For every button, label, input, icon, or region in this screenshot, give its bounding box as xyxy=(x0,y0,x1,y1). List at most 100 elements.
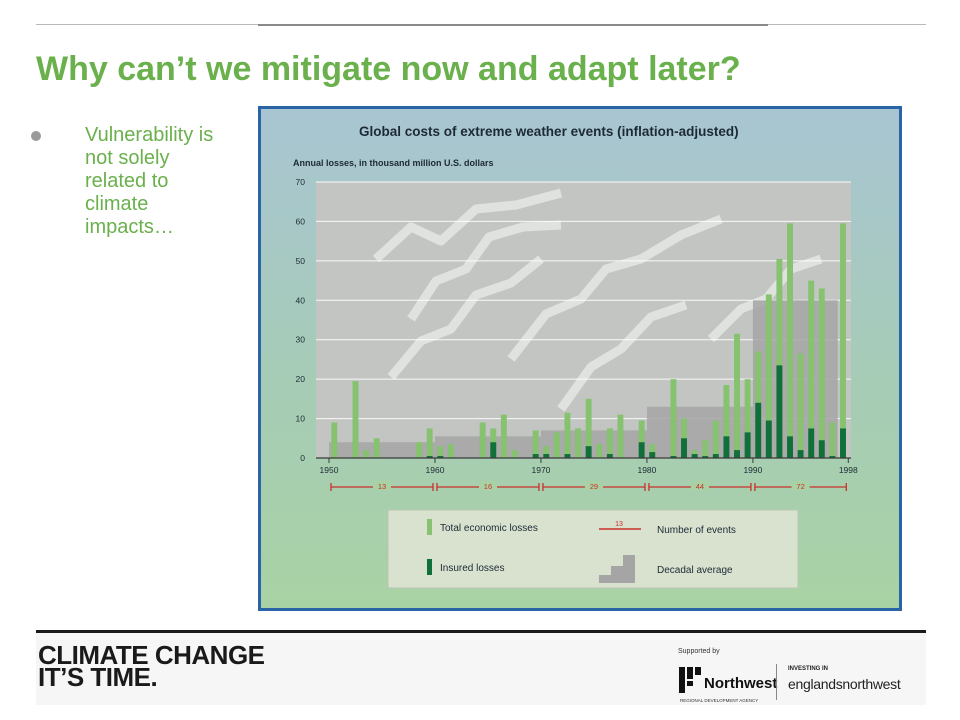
y-tick-label: 0 xyxy=(300,453,305,463)
total-loss-bar xyxy=(331,422,338,458)
total-loss-bar xyxy=(744,379,751,458)
axes: 0 10 20 30 40 50 60 70 1950 1960 1970 1980 1990 1998 xyxy=(296,177,858,475)
insured-loss-bar xyxy=(543,454,550,458)
events-count-label: 13 xyxy=(378,482,386,491)
lightning-streak xyxy=(372,188,563,263)
total-loss-bar xyxy=(702,440,709,458)
bullet-dot-icon xyxy=(31,131,41,141)
bar-series xyxy=(331,223,846,458)
x-tick-label: 1960 xyxy=(426,465,445,475)
insured-loss-bar xyxy=(744,432,751,458)
total-loss-bar xyxy=(363,450,370,458)
legend-box xyxy=(387,509,799,589)
agency-name: Northwest xyxy=(704,675,778,692)
insured-loss-bar xyxy=(829,456,836,458)
total-loss-bar xyxy=(649,444,656,458)
insured-loss-bar xyxy=(490,442,497,458)
events-count-label: 72 xyxy=(796,482,804,491)
total-loss-bar xyxy=(575,428,582,458)
total-loss-bar xyxy=(416,442,423,458)
slide-title: Why can’t we mitigate now and adapt late… xyxy=(36,50,741,88)
insured-loss-bar xyxy=(787,436,793,458)
y-axis-label: Annual losses, in thousand million U.S. … xyxy=(293,158,494,168)
y-tick-label: 30 xyxy=(296,335,306,345)
total-loss-bar xyxy=(797,353,804,458)
total-loss-bar xyxy=(776,258,783,458)
legend-events-sample: 13 xyxy=(615,521,623,528)
total-loss-bar xyxy=(829,422,836,458)
insured-loss-bar xyxy=(606,454,613,458)
insured-loss-bar xyxy=(840,428,846,458)
chart-title: Global costs of extreme weather events (… xyxy=(359,124,739,139)
x-tick-label: 1950 xyxy=(320,465,339,475)
chart-frame: Global costs of extreme weather events (… xyxy=(258,106,902,611)
total-loss-bar xyxy=(606,428,613,458)
insured-loss-bar xyxy=(564,454,571,458)
top-rule-accent xyxy=(258,24,768,26)
investing-label: INVESTING IN xyxy=(788,666,829,672)
number-of-events-ranges: 13 16 29 44 72 xyxy=(330,481,847,491)
events-count-bg xyxy=(690,481,709,490)
insured-loss-bar xyxy=(437,456,444,458)
insured-loss-bar xyxy=(776,365,783,458)
total-loss-bar xyxy=(511,450,518,458)
agency-subtitle: REGIONAL DEVELOPMENT AGENCY xyxy=(680,698,759,703)
total-loss-bar xyxy=(723,385,730,458)
legend: Total economic losses Insured losses 13 … xyxy=(387,509,799,589)
lightning-streak xyxy=(507,214,723,362)
insured-loss-bar xyxy=(712,454,719,458)
legend-swatch-insured xyxy=(427,559,432,575)
bullet-text: Vulnerability is not solely related to c… xyxy=(85,124,214,238)
total-loss-bar xyxy=(765,294,772,458)
total-loss-bar xyxy=(787,223,793,458)
insured-loss-bar xyxy=(670,456,677,458)
total-loss-bar xyxy=(670,379,677,458)
x-tick-label: 1970 xyxy=(531,465,550,475)
y-tick-label: 60 xyxy=(296,216,306,226)
climate-change-logo: CLIMATE CHANGE IT’S TIME. xyxy=(38,640,265,690)
x-tick-label: 1990 xyxy=(743,465,762,475)
x-tick-label: 1980 xyxy=(637,465,656,475)
total-loss-bar xyxy=(712,420,719,458)
insured-loss-bar xyxy=(691,454,698,458)
y-tick-label: 50 xyxy=(296,256,306,266)
insured-loss-bar xyxy=(681,438,687,458)
insured-loss-bar xyxy=(723,436,730,458)
total-loss-bar xyxy=(426,428,433,458)
total-loss-bar xyxy=(532,430,539,458)
footer-band xyxy=(36,633,926,705)
events-count-label: 16 xyxy=(484,482,492,491)
insured-loss-bar xyxy=(585,446,592,458)
insured-loss-bar xyxy=(426,456,433,458)
insured-loss-bar xyxy=(638,442,645,458)
y-tick-label: 70 xyxy=(296,177,306,187)
insured-loss-bar xyxy=(755,402,762,458)
total-loss-bar xyxy=(734,333,740,458)
x-tick-label: 1998 xyxy=(839,465,858,475)
total-loss-bar xyxy=(596,444,603,458)
total-loss-bar xyxy=(500,414,507,458)
total-loss-bar xyxy=(553,432,560,458)
y-tick-label: 20 xyxy=(296,374,306,384)
events-count-label: 44 xyxy=(696,482,704,491)
total-loss-bar xyxy=(447,444,454,458)
legend-swatch-decadal xyxy=(599,555,635,583)
legend-label-total: Total economic losses xyxy=(440,523,538,534)
investing-brand: englandsnorthwest xyxy=(788,676,901,692)
insured-loss-bar xyxy=(797,450,804,458)
footer-divider xyxy=(776,664,777,700)
total-loss-bar xyxy=(808,280,815,458)
total-loss-bar xyxy=(479,422,486,458)
lightning-streak xyxy=(557,300,688,412)
insured-loss-bar xyxy=(649,452,656,458)
lightning-streak xyxy=(387,255,544,380)
legend-label-insured: Insured losses xyxy=(440,563,504,574)
total-loss-bar xyxy=(638,420,645,458)
total-loss-bar xyxy=(373,438,380,458)
total-loss-bar xyxy=(840,223,846,458)
insured-loss-bar xyxy=(808,428,815,458)
northwest-logo-icon xyxy=(679,667,701,693)
decadal-average-step xyxy=(752,300,838,458)
logo-line-1: CLIMATE CHANGE xyxy=(38,640,265,670)
total-loss-bar xyxy=(437,446,444,458)
